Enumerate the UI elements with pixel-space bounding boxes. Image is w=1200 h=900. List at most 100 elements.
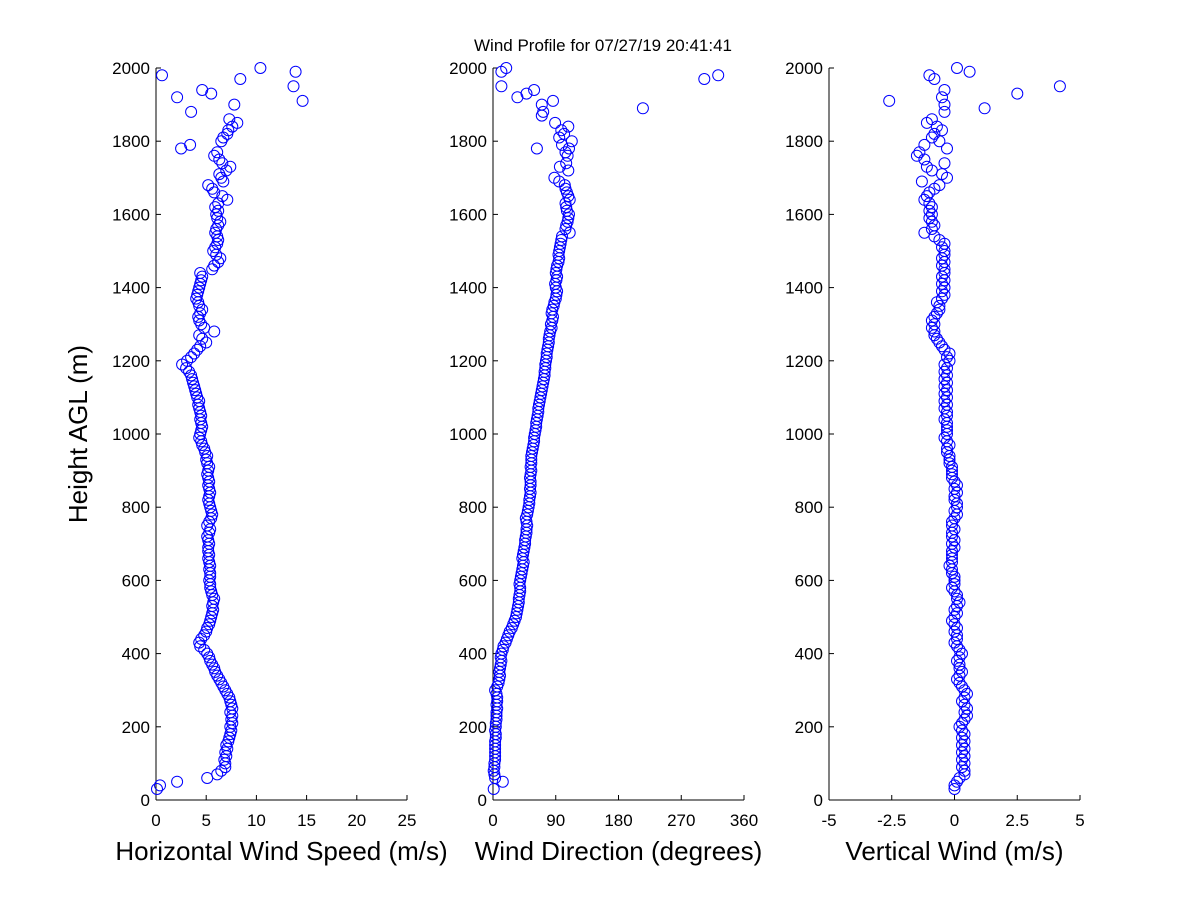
- y-tick-label: 200: [795, 718, 823, 737]
- x-tick-label: 20: [347, 811, 366, 830]
- data-point: [936, 91, 948, 104]
- y-tick-label: 1800: [449, 132, 487, 151]
- data-point: [925, 208, 938, 221]
- data-point: [204, 486, 217, 499]
- data-point: [953, 596, 966, 609]
- data-point: [956, 761, 968, 774]
- data-point: [193, 281, 206, 294]
- data-point: [555, 124, 568, 137]
- data-point: [948, 618, 961, 631]
- data-point: [223, 113, 236, 126]
- data-point: [938, 245, 951, 257]
- data-point: [191, 391, 204, 404]
- x-tick-label: -5: [821, 811, 836, 830]
- data-point: [549, 116, 562, 129]
- data-point: [193, 329, 206, 342]
- data-point: [958, 764, 971, 777]
- data-point: [211, 212, 224, 225]
- data-point: [948, 504, 961, 517]
- x-axis-label: Horizontal Wind Speed (m/s): [115, 836, 447, 866]
- data-point: [948, 570, 961, 583]
- data-point: [556, 230, 568, 243]
- data-point: [712, 69, 725, 82]
- data-point: [958, 706, 971, 719]
- data-point: [956, 731, 968, 744]
- x-tick-label: 0: [488, 811, 497, 830]
- data-point: [928, 325, 941, 338]
- data-point: [941, 362, 953, 375]
- data-point: [208, 149, 221, 162]
- data-point: [183, 365, 196, 378]
- data-point: [193, 299, 206, 312]
- data-point: [933, 299, 946, 312]
- data-point: [925, 201, 938, 214]
- y-tick-label: 400: [122, 645, 150, 664]
- y-tick-label: 200: [459, 718, 487, 737]
- data-point: [193, 431, 206, 444]
- data-point: [956, 680, 968, 693]
- data-point: [961, 687, 973, 700]
- data-point: [198, 321, 211, 334]
- data-point: [951, 654, 963, 667]
- data-point: [936, 285, 948, 298]
- data-point: [487, 783, 500, 795]
- data-point: [978, 102, 991, 115]
- data-point: [228, 98, 241, 111]
- data-point: [946, 519, 958, 532]
- data-point: [958, 742, 971, 755]
- data-point: [928, 127, 941, 140]
- data-point: [186, 373, 199, 386]
- data-point: [943, 453, 956, 466]
- y-tick-label: 1000: [112, 425, 150, 444]
- data-point: [951, 479, 963, 492]
- data-point: [941, 391, 953, 404]
- data-point: [202, 179, 215, 192]
- x-tick-label: 360: [730, 811, 758, 830]
- data-point: [296, 94, 309, 107]
- data-point: [941, 384, 953, 397]
- data-point: [923, 212, 936, 225]
- data-point: [925, 215, 938, 228]
- data-point: [535, 98, 548, 111]
- x-tick-label: 10: [247, 811, 266, 830]
- data-point: [563, 142, 575, 155]
- data-point: [933, 336, 946, 349]
- data-point: [207, 596, 220, 609]
- x-tick-label: 90: [546, 811, 565, 830]
- y-tick-label: 1000: [449, 425, 487, 444]
- data-point: [938, 395, 951, 408]
- data-point: [175, 142, 188, 155]
- y-tick-label: 1400: [449, 279, 487, 298]
- data-point: [196, 303, 209, 316]
- data-point: [958, 750, 971, 763]
- data-point: [948, 783, 961, 795]
- y-tick-label: 1000: [785, 425, 823, 444]
- data-point: [550, 263, 563, 276]
- data-point: [946, 614, 958, 627]
- data-point: [948, 574, 961, 587]
- data-point: [958, 684, 971, 697]
- data-point: [223, 731, 236, 744]
- data-point: [961, 709, 973, 722]
- y-tick-label: 400: [459, 645, 487, 664]
- data-point: [948, 512, 961, 525]
- data-point: [956, 739, 968, 752]
- x-tick-label: 25: [398, 811, 417, 830]
- data-point: [951, 622, 963, 634]
- data-point: [958, 728, 971, 741]
- y-tick-label: 1600: [112, 205, 150, 224]
- y-tick-label: 1200: [785, 352, 823, 371]
- data-point: [930, 332, 943, 345]
- data-point: [289, 65, 302, 78]
- y-tick-label: 400: [795, 645, 823, 664]
- x-tick-label: 15: [297, 811, 316, 830]
- data-point: [948, 523, 961, 536]
- data-point: [951, 775, 963, 788]
- data-point: [925, 321, 938, 334]
- data-point: [946, 464, 958, 477]
- data-point: [494, 651, 507, 664]
- data-point: [936, 340, 948, 353]
- data-point: [212, 234, 225, 246]
- data-point: [496, 643, 509, 656]
- data-point: [188, 347, 201, 360]
